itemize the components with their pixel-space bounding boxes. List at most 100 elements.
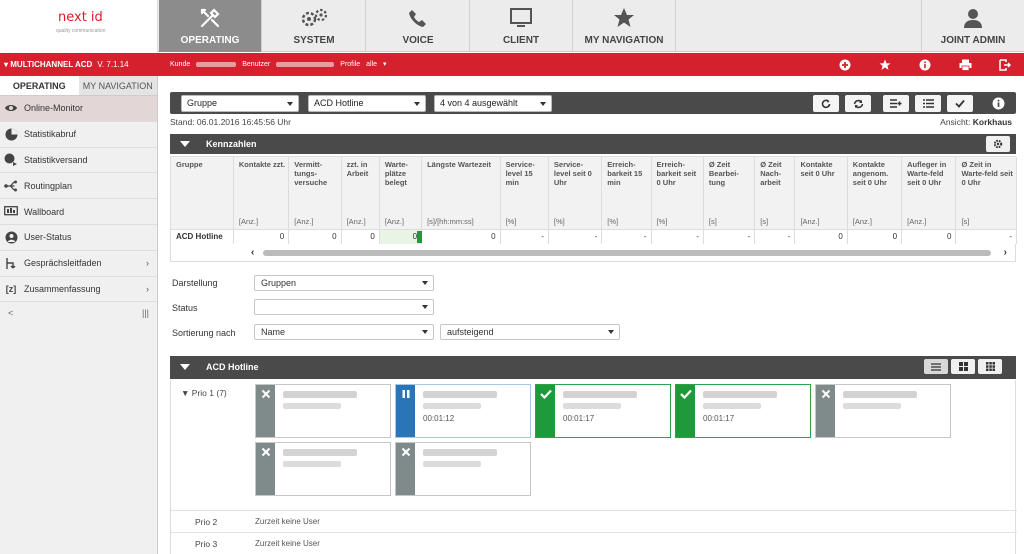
prio-2-row: Prio 2 Zurzeit keine User: [171, 510, 1017, 530]
member-select[interactable]: 4 von 4 ausgewählt: [434, 95, 552, 112]
column-header[interactable]: Erreich-barkeit 15 min [%]: [601, 157, 652, 229]
acd-hotline-header[interactable]: ACD Hotline: [170, 356, 1016, 379]
cell-value: 0: [279, 232, 285, 242]
profile-dropdown-icon[interactable]: ▾: [383, 61, 387, 68]
column-header[interactable]: Vermitt-tungs-versuche [Anz.]: [288, 157, 342, 229]
sidebar-item-routingplan[interactable]: Routingplan: [0, 173, 157, 200]
agent-card[interactable]: 00:01:17: [675, 384, 811, 438]
agent-card[interactable]: 00:01:17: [535, 384, 671, 438]
sidebar-item-user-status[interactable]: User-Status: [0, 225, 157, 251]
settings-button[interactable]: [986, 136, 1010, 152]
scroll-right-icon[interactable]: ›: [1003, 247, 1007, 258]
column-header[interactable]: Kontakte angenom. seit 0 Uhr [Anz.]: [847, 157, 903, 229]
column-unit: [s]: [708, 216, 717, 226]
group-type-select[interactable]: Gruppe: [181, 95, 299, 112]
sidebar-resize-handle[interactable]: |||: [141, 308, 149, 319]
close-icon: [261, 447, 271, 495]
app-title[interactable]: ▾ MULTICHANNEL ACD V. 7.1.14: [4, 60, 129, 69]
add-circle-icon[interactable]: [836, 56, 854, 73]
print-icon[interactable]: [956, 56, 974, 73]
nav-user-menu[interactable]: JOINT ADMIN: [921, 0, 1024, 52]
sync-button[interactable]: [845, 95, 871, 112]
sidebar-item-statistikabruf[interactable]: Statistikabruf: [0, 122, 157, 148]
sort-order-select[interactable]: aufsteigend: [440, 324, 620, 340]
collapse-triangle-icon[interactable]: [180, 141, 190, 147]
column-header[interactable]: Service-level 15 min [%]: [500, 157, 549, 229]
sidebar-item-label: User-Status: [24, 232, 72, 243]
sidebar-item-online-monitor[interactable]: Online-Monitor: [0, 96, 157, 122]
sidebar-tabs: OPERATING MY NAVIGATION: [0, 76, 157, 96]
column-header[interactable]: Erreich-barkeit seit 0 Uhr [%]: [651, 157, 704, 229]
refresh-button[interactable]: [813, 95, 839, 112]
column-header[interactable]: Ø Zeit Nach-arbeit [s]: [754, 157, 796, 229]
sidebar-tab-my-navigation[interactable]: MY NAVIGATION: [78, 76, 157, 95]
column-header[interactable]: Ø Zeit Bearbei-tung [s]: [703, 157, 756, 229]
star-icon[interactable]: [876, 56, 894, 73]
scrollbar-thumb[interactable]: [263, 250, 991, 256]
confirm-button[interactable]: [947, 95, 973, 112]
agent-card[interactable]: [255, 442, 391, 496]
kunde-value-redacted[interactable]: [196, 61, 237, 67]
status-select[interactable]: [254, 299, 434, 315]
kennzahlen-header[interactable]: Kennzahlen: [170, 134, 1016, 154]
horizontal-scrollbar[interactable]: ‹ ›: [171, 245, 1017, 261]
column-title: Aufleger in Warte-feld seit 0 Uhr: [907, 160, 947, 187]
filter-toolbar: Gruppe ACD Hotline 4 von 4 ausgewählt: [170, 92, 1016, 114]
column-header[interactable]: Längste Wartezeit [s]/[hh:mm:ss]: [421, 157, 501, 229]
sort-field-select[interactable]: Name: [254, 324, 434, 340]
sidebar-tab-operating[interactable]: OPERATING: [0, 76, 79, 95]
column-header[interactable]: Warte-plätze belegt [Anz.]: [379, 157, 423, 229]
wallboard-icon: [4, 205, 18, 219]
table-cell: 0: [233, 228, 290, 244]
column-header[interactable]: Service-level seit 0 Uhr [%]: [548, 157, 603, 229]
collapse-triangle-icon[interactable]: [180, 364, 190, 370]
info-icon[interactable]: [990, 95, 1007, 112]
table-cell: 0: [847, 228, 903, 244]
column-title: Längste Wartezeit: [427, 160, 491, 169]
column-unit: [Anz.]: [346, 216, 366, 226]
grid-small-view-button[interactable]: [951, 359, 975, 374]
nav-tab-system[interactable]: SYSTEM: [263, 0, 366, 52]
nav-tab-my-navigation[interactable]: MY NAVIGATION: [573, 0, 676, 52]
agent-number-redacted: [843, 403, 901, 409]
benutzer-value-redacted[interactable]: [276, 61, 335, 67]
acd-hotline-body: ▼ Prio 1 (7) 00:01:12 00:01:17 00:01:17 Pr…: [170, 380, 1017, 554]
agent-card[interactable]: [255, 384, 391, 438]
agent-card[interactable]: [395, 442, 531, 496]
scroll-left-icon[interactable]: ‹: [251, 247, 255, 258]
agent-card[interactable]: [815, 384, 951, 438]
column-header[interactable]: Kontakte zzt. [Anz.]: [233, 157, 290, 229]
logo[interactable]: next id quality communication: [0, 0, 158, 52]
sidebar-item-label: Wallboard: [24, 206, 65, 217]
nav-tab-client[interactable]: CLIENT: [470, 0, 573, 52]
expand-triangle-icon[interactable]: ▼: [181, 388, 190, 398]
darstellung-select[interactable]: Gruppen: [254, 275, 434, 291]
table-row[interactable]: ACD Hotline 0 0 0 0 0 - - - - - - 0 0 0 -: [171, 228, 1017, 244]
collapse-sidebar-icon[interactable]: <: [8, 308, 14, 319]
sidebar-item-statistikversand[interactable]: Statistikversand: [0, 148, 157, 174]
profile-value[interactable]: alle: [366, 60, 378, 68]
list-view-button[interactable]: [915, 95, 941, 112]
column-header[interactable]: zzt. in Arbeit [Anz.]: [341, 157, 380, 229]
column-header[interactable]: Gruppe: [171, 157, 234, 229]
cell-value: 0: [491, 232, 496, 242]
info-icon[interactable]: [916, 56, 934, 73]
add-list-button[interactable]: [883, 95, 909, 112]
nav-tab-operating[interactable]: OPERATING: [159, 0, 262, 52]
sidebar-item-wallboard[interactable]: Wallboard: [0, 199, 157, 225]
list-view-button[interactable]: [924, 359, 948, 374]
column-unit: [Anz.]: [384, 216, 404, 226]
column-header[interactable]: Kontakte seit 0 Uhr [Anz.]: [794, 157, 848, 229]
logout-icon[interactable]: [996, 56, 1014, 73]
agent-card[interactable]: 00:01:12: [395, 384, 531, 438]
prio-1-group[interactable]: ▼ Prio 1 (7): [181, 388, 227, 398]
column-header[interactable]: Ø Zeit in Warte-feld seit 0 Uhr [s]: [955, 157, 1017, 229]
grid-large-view-button[interactable]: [978, 359, 1002, 374]
column-header[interactable]: Aufleger in Warte-feld seit 0 Uhr [Anz.]: [901, 157, 957, 229]
sidebar-item-gespraechsleitfaden[interactable]: Gesprächsleitfaden ›: [0, 251, 157, 277]
sidebar-item-zusammenfassung[interactable]: [z] Zusammenfassung ›: [0, 277, 157, 303]
group-select[interactable]: ACD Hotline: [308, 95, 426, 112]
summary-icon: [z]: [5, 283, 17, 294]
nav-tab-voice[interactable]: VOICE: [367, 0, 470, 52]
select-value: aufsteigend: [447, 327, 494, 337]
